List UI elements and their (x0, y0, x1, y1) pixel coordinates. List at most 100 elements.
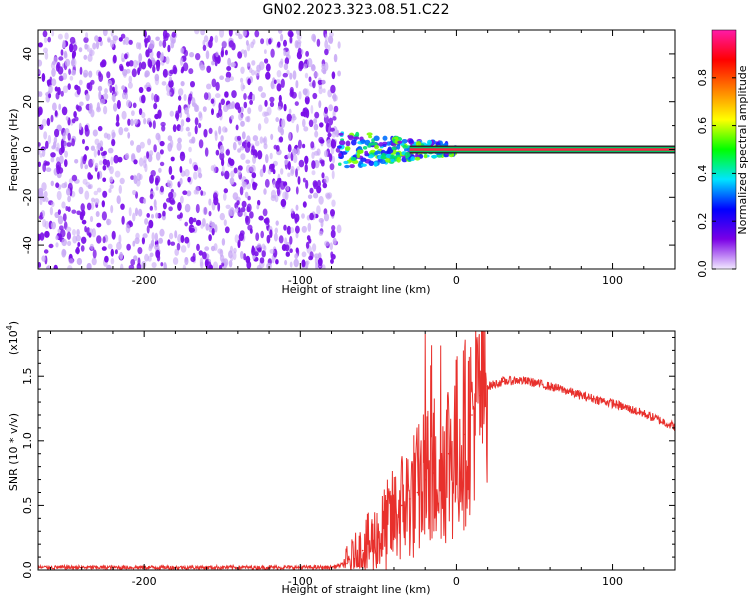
spectrogram-cell (56, 190, 62, 201)
spectrogram-cell (98, 71, 102, 78)
spectrogram-cell (227, 57, 232, 67)
spectrogram-cell (48, 93, 52, 99)
spectrogram-cell (59, 225, 64, 231)
spectrogram-cell (295, 247, 299, 253)
spectrogram-cell (304, 155, 309, 165)
spectrogram-cell (372, 142, 378, 146)
spectrogram-cell (221, 165, 225, 174)
spectrogram-cell (116, 114, 120, 123)
spectrogram-cell (154, 73, 160, 82)
spectrogram-cell (182, 264, 187, 269)
spectrogram-cell (307, 194, 313, 200)
spectrogram-cell (121, 110, 127, 120)
spectrogram-xlabel: Height of straight line (km) (281, 283, 430, 296)
spectrogram-cell (59, 155, 64, 165)
spectrogram-cell (329, 163, 335, 171)
spectrogram-cell (278, 94, 282, 103)
spectrogram-cell (317, 257, 323, 267)
spectrogram-cell (368, 142, 374, 146)
spectrogram-cell (114, 170, 121, 178)
spectrogram-cell (168, 206, 173, 212)
spectrogram-cell (289, 36, 293, 44)
chart-title: GN02.2023.323.08.51.C22 (263, 2, 450, 18)
spectrogram-cell (338, 153, 342, 157)
spectrogram-cell (294, 253, 299, 260)
spectrogram-cell (170, 156, 175, 162)
spectrogram-cell (67, 195, 71, 203)
spectrogram-cell (298, 60, 304, 70)
spectrogram-cell (38, 59, 43, 67)
spectrogram-cell (107, 165, 112, 171)
spectrogram-cell (313, 71, 319, 78)
spectrogram-cell (240, 66, 245, 75)
spectrogram-cell (78, 122, 82, 130)
spectrogram-cell (286, 113, 292, 122)
spectrogram-cell (71, 59, 76, 65)
spectrogram-cell (337, 70, 341, 77)
spectrogram-cell (280, 78, 285, 89)
spectrogram-cell (184, 107, 190, 115)
spectrogram-cell (199, 257, 204, 267)
spectrogram-cell (46, 117, 51, 127)
spectrogram-cell (219, 30, 225, 38)
spectrogram-cell (184, 221, 188, 227)
spectrogram-cell (221, 258, 226, 264)
spectrogram-cell (318, 100, 322, 109)
spectrogram-cell (235, 196, 241, 202)
spectrogram-marks (38, 30, 675, 269)
spectrogram-cell (54, 110, 58, 117)
spectrogram-cell (206, 83, 212, 90)
spectrogram-cell (243, 93, 247, 100)
spectrogram-cell (72, 229, 76, 236)
spectrogram-cell (313, 118, 318, 124)
spectrogram-cell (202, 218, 206, 227)
spectrogram-cell (311, 151, 315, 159)
spectrogram-cell (184, 49, 188, 57)
spectrogram-cell (298, 91, 302, 100)
spectrogram-cell (232, 251, 237, 261)
spectrogram-cell (378, 142, 384, 147)
spectrogram-cell (158, 237, 164, 244)
spectrogram-cell (321, 79, 326, 85)
spectrogram-cell (158, 40, 163, 47)
snr-data-point (643, 412, 645, 415)
spectrogram-cell (301, 251, 307, 258)
spectrogram-cell (76, 85, 81, 95)
spectrogram-cell (168, 180, 173, 189)
spectrogram-cell (187, 176, 191, 183)
spectrogram-cell (215, 93, 221, 99)
spectrogram-cell (208, 127, 213, 134)
colorbar-scale (712, 30, 736, 269)
spectrogram-cell (301, 225, 307, 233)
spectrogram-cell (235, 31, 241, 36)
spectrogram-cell (289, 248, 293, 253)
spectrogram-cell (78, 47, 83, 53)
spectrogram-cell (373, 135, 380, 142)
spectrogram-cell (104, 255, 109, 263)
spectrogram-cell (195, 53, 201, 61)
spectrogram-cell (110, 205, 114, 214)
spectrogram-cell (148, 121, 152, 128)
spectrogram-cell (149, 205, 153, 211)
spectrogram-cell (275, 145, 280, 152)
spectrogram-cell (278, 30, 283, 34)
spectrogram-cell (117, 156, 123, 163)
spectrogram-cell (147, 138, 152, 146)
spectrogram-cell (62, 213, 67, 222)
spectrogram-cell (345, 140, 351, 147)
spectrogram-cell (39, 212, 43, 218)
x-tick-label: -100 (288, 274, 313, 287)
spectrogram-cell (114, 249, 118, 255)
spectrogram-cell (50, 152, 56, 158)
spectrogram-cell (329, 37, 333, 45)
spectrogram-cell (202, 44, 207, 52)
spectrogram-cell (306, 235, 311, 241)
spectrogram-cell (102, 30, 108, 37)
spectrogram-cell (80, 245, 85, 252)
spectrogram-cell (304, 163, 308, 173)
spectrogram-cell (238, 113, 244, 121)
spectrogram-cell (296, 147, 300, 156)
spectrogram-cell (178, 88, 184, 96)
spectrogram-cell (155, 175, 161, 184)
spectrogram-cell (188, 93, 193, 101)
